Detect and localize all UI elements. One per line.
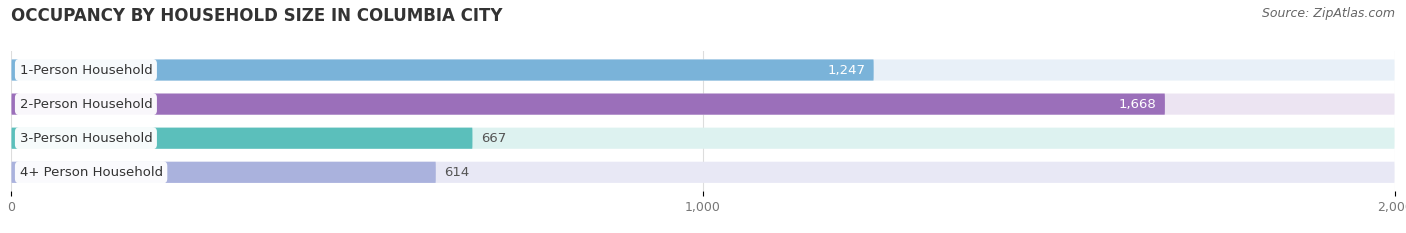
Text: 1,668: 1,668 (1119, 98, 1157, 111)
Text: 1-Person Household: 1-Person Household (20, 64, 152, 76)
Text: 2-Person Household: 2-Person Household (20, 98, 152, 111)
Text: 614: 614 (444, 166, 470, 179)
FancyBboxPatch shape (11, 93, 1166, 115)
Text: OCCUPANCY BY HOUSEHOLD SIZE IN COLUMBIA CITY: OCCUPANCY BY HOUSEHOLD SIZE IN COLUMBIA … (11, 7, 503, 25)
Text: 1,247: 1,247 (828, 64, 866, 76)
FancyBboxPatch shape (11, 59, 873, 81)
FancyBboxPatch shape (11, 162, 436, 183)
FancyBboxPatch shape (11, 162, 1395, 183)
FancyBboxPatch shape (11, 93, 1395, 115)
Text: 667: 667 (481, 132, 506, 145)
FancyBboxPatch shape (11, 59, 1395, 81)
Text: Source: ZipAtlas.com: Source: ZipAtlas.com (1261, 7, 1395, 20)
FancyBboxPatch shape (11, 128, 1395, 149)
FancyBboxPatch shape (11, 128, 472, 149)
Text: 4+ Person Household: 4+ Person Household (20, 166, 163, 179)
Text: 3-Person Household: 3-Person Household (20, 132, 152, 145)
